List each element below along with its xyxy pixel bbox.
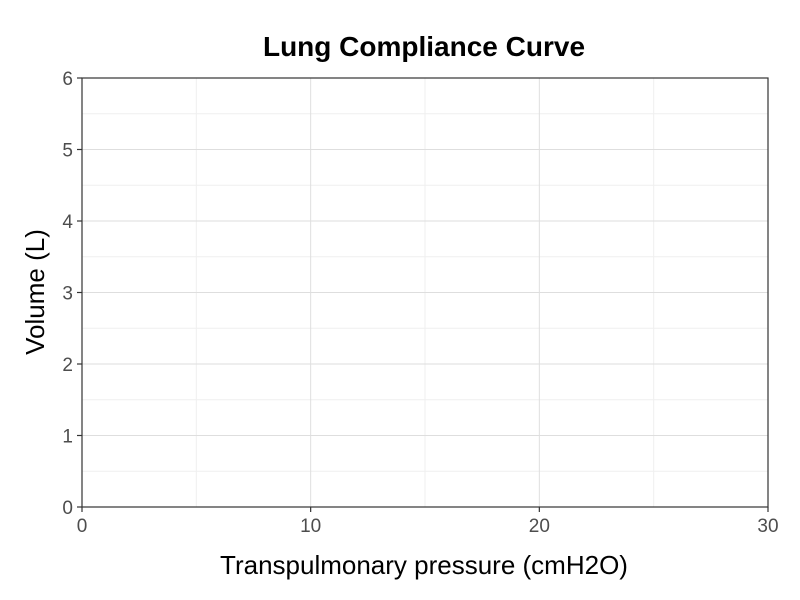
x-tick-label: 0 [77,516,88,537]
chart-title: Lung Compliance Curve [263,31,585,62]
y-tick-label: 4 [62,212,73,233]
x-tick-label: 10 [300,516,321,537]
y-tick-label: 1 [62,427,73,448]
y-tick-label: 3 [62,284,73,305]
x-axis-ticks: 0 10 20 30 [77,507,779,537]
x-axis-label: Transpulmonary pressure (cmH2O) [220,550,628,580]
y-axis-label: Volume (L) [20,229,50,355]
y-tick-label: 6 [62,69,73,90]
x-tick-label: 30 [757,516,778,537]
y-axis-ticks: 0 1 2 3 4 5 6 [62,69,82,519]
y-tick-label: 2 [62,355,73,376]
x-tick-label: 20 [529,516,550,537]
y-tick-label: 5 [62,141,73,162]
y-tick-label: 0 [62,498,73,519]
